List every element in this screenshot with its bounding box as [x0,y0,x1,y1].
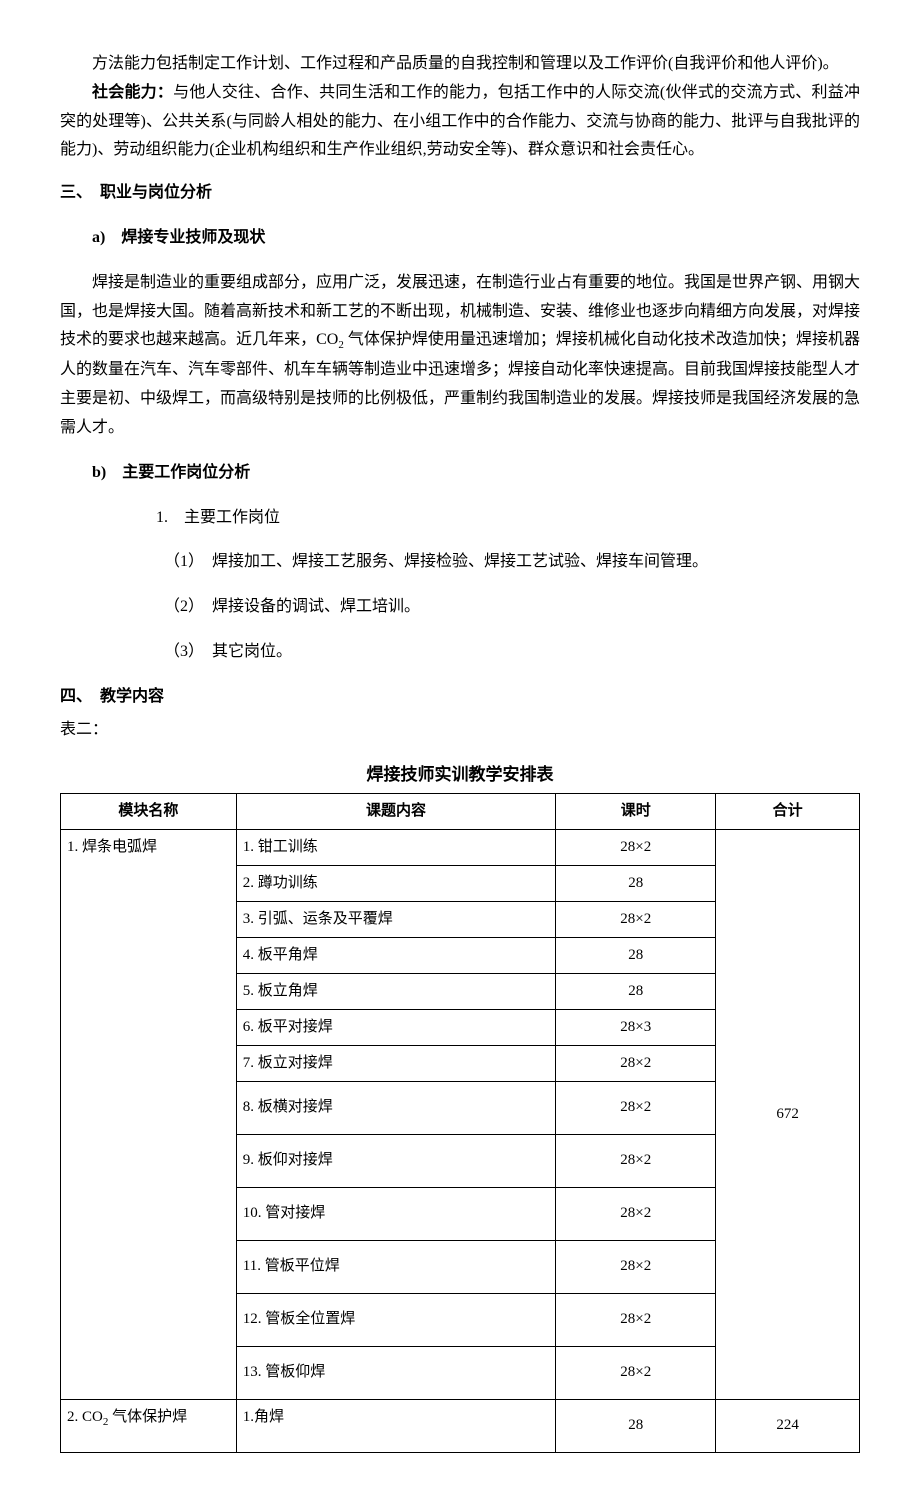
cell-topic: 2. 蹲功训练 [236,865,556,901]
th-hours: 课时 [556,793,716,829]
label-social-ability: 社会能力： [92,84,173,101]
cell-hours: 28 [556,937,716,973]
cell-hours: 28×3 [556,1009,716,1045]
table-row: 2. CO2 气体保护焊 1.角焊 28 224 [61,1399,860,1452]
cell-hours: 28×2 [556,1134,716,1187]
cell-hours: 28×2 [556,901,716,937]
cell-topic: 6. 板平对接焊 [236,1009,556,1045]
paragraph-social-ability: 社会能力：与他人交往、合作、共同生活和工作的能力，包括工作中的人际交流(伙伴式的… [60,79,860,165]
cell-topic: 11. 管板平位焊 [236,1240,556,1293]
text-mod2-post: 气体保护焊 [108,1409,187,1425]
cell-hours: 28 [556,865,716,901]
th-total: 合计 [716,793,860,829]
cell-topic: 13. 管板仰焊 [236,1346,556,1399]
paragraph-method-ability: 方法能力包括制定工作计划、工作过程和产品质量的自我控制和管理以及工作评价(自我评… [60,50,860,79]
label-table-2: 表二： [60,716,860,745]
list-item-3b-1: 1. 主要工作岗位 [156,504,860,533]
th-module: 模块名称 [61,793,237,829]
list-item-3b-1-2: （2） 焊接设备的调试、焊工培训。 [164,593,860,622]
text-social-ability: 与他人交往、合作、共同生活和工作的能力，包括工作中的人际交流(伙伴式的交流方式、… [60,84,860,159]
cell-hours: 28×2 [556,829,716,865]
cell-hours: 28×2 [556,1346,716,1399]
cell-mod1-name: 1. 焊条电弧焊 [61,829,237,1399]
cell-topic: 12. 管板全位置焊 [236,1293,556,1346]
cell-topic: 10. 管对接焊 [236,1187,556,1240]
cell-topic: 8. 板横对接焊 [236,1081,556,1134]
cell-topic: 9. 板仰对接焊 [236,1134,556,1187]
heading-section-3a: a) 焊接专业技师及现状 [92,224,860,253]
schedule-table: 模块名称 课题内容 课时 合计 1. 焊条电弧焊 1. 钳工训练 28×2 67… [60,793,860,1453]
cell-topic: 5. 板立角焊 [236,973,556,1009]
list-item-3b-1-1: （1） 焊接加工、焊接工艺服务、焊接检验、焊接工艺试验、焊接车间管理。 [164,548,860,577]
title-schedule-table: 焊接技师实训教学安排表 [60,760,860,791]
cell-hours: 28×2 [556,1045,716,1081]
cell-hours: 28×2 [556,1293,716,1346]
heading-section-3b: b) 主要工作岗位分析 [92,459,860,488]
cell-hours: 28 [556,1399,716,1452]
heading-section-4: 四、 教学内容 [60,683,860,712]
table-header-row: 模块名称 课题内容 课时 合计 [61,793,860,829]
cell-mod1-total: 672 [716,829,860,1399]
cell-topic: 1. 钳工训练 [236,829,556,865]
cell-hours: 28×2 [556,1240,716,1293]
cell-hours: 28×2 [556,1081,716,1134]
cell-topic: 3. 引弧、运条及平覆焊 [236,901,556,937]
cell-hours: 28×2 [556,1187,716,1240]
cell-topic: 7. 板立对接焊 [236,1045,556,1081]
paragraph-section-3a: 焊接是制造业的重要组成部分，应用广泛，发展迅速，在制造行业占有重要的地位。我国是… [60,269,860,443]
cell-mod2-total: 224 [716,1399,860,1452]
list-item-3b-1-3: （3） 其它岗位。 [164,638,860,667]
heading-section-3: 三、 职业与岗位分析 [60,179,860,208]
cell-mod2-name: 2. CO2 气体保护焊 [61,1399,237,1452]
text-mod2-pre: 2. CO [67,1409,103,1425]
table-row: 1. 焊条电弧焊 1. 钳工训练 28×2 672 [61,829,860,865]
cell-topic: 4. 板平角焊 [236,937,556,973]
cell-topic: 1.角焊 [236,1399,556,1452]
cell-hours: 28 [556,973,716,1009]
th-topic: 课题内容 [236,793,556,829]
